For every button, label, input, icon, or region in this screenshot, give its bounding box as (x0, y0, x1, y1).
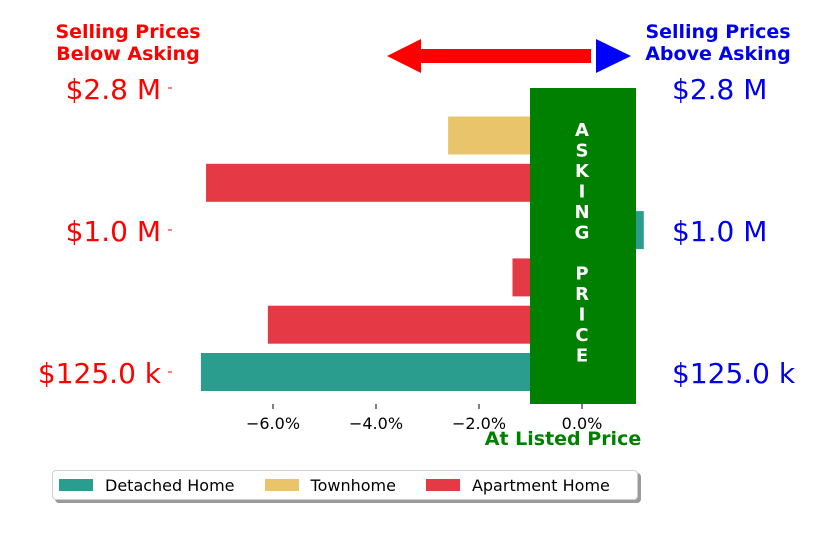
legend-label-detached: Detached Home (105, 475, 235, 495)
legend-swatch-apartment (425, 479, 460, 491)
ytick-right-1: $1.0 M (672, 215, 767, 248)
ytick-left-0: $125.0 k (38, 357, 162, 390)
asking-letter-5: G (575, 223, 590, 244)
legend-item-townhome: Townhome (264, 475, 396, 495)
at-listed-price-label: At Listed Price (485, 428, 641, 450)
asking-letter-7: P (575, 264, 588, 285)
asking-letter-3: I (579, 182, 586, 203)
asking-letter-10: C (575, 325, 588, 346)
ytick-left-2: $2.8 M (66, 73, 161, 106)
asking-letter-4: N (574, 202, 589, 223)
legend-item-detached: Detached Home (59, 476, 235, 495)
legend-label-townhome: Townhome (310, 475, 396, 495)
above-asking-header-line1: Selling Prices (645, 21, 790, 43)
legend: Detached Home Townhome Apartment Home (52, 470, 638, 500)
bar-4 (206, 163, 583, 202)
asking-letter-0: A (575, 120, 589, 141)
asking-letter-9: I (579, 305, 586, 326)
asking-letter-2: K (575, 161, 590, 182)
bar-0 (200, 353, 582, 391)
legend-swatch-townhome (264, 479, 299, 491)
asking-letter-8: R (575, 284, 589, 305)
xtick-label-0: −6.0% (246, 414, 300, 433)
arrow-left-icon (387, 39, 591, 73)
x-axis-ticks: −6.0% −4.0% −2.0% 0.0% (246, 404, 602, 433)
legend-swatch-detached (59, 479, 93, 491)
legend-item-apartment: Apartment Home (425, 475, 610, 495)
below-asking-header-line2: Below Asking (56, 43, 199, 65)
ytick-right-2: $2.8 M (672, 73, 767, 106)
xtick-label-3: 0.0% (562, 414, 603, 433)
above-asking-header-line2: Above Asking (645, 43, 791, 65)
bar-1 (267, 305, 582, 344)
xtick-label-2: −2.0% (452, 414, 506, 433)
ytick-right-0: $125.0 k (672, 357, 796, 390)
legend-label-apartment: Apartment Home (471, 475, 610, 495)
ytick-left-1: $1.0 M (66, 215, 161, 248)
xtick-label-1: −4.0% (349, 414, 403, 433)
arrow-right-icon (596, 39, 631, 73)
below-asking-header-line1: Selling Prices (55, 21, 200, 43)
asking-price-box (530, 88, 636, 404)
asking-letter-1: S (576, 141, 589, 162)
asking-letter-11: E (576, 346, 588, 367)
